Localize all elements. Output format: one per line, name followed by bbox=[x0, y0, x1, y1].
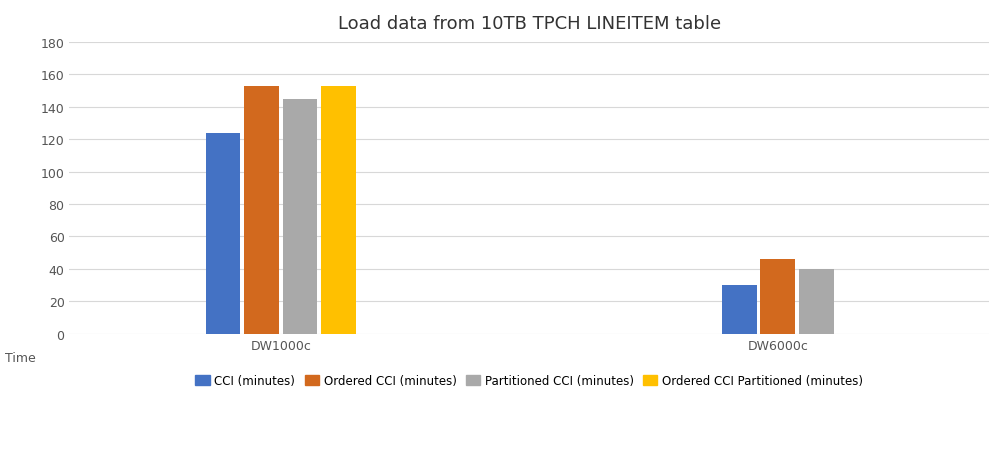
Bar bbox=[282, 99, 317, 334]
Bar bbox=[206, 133, 240, 334]
Bar bbox=[759, 259, 794, 334]
Bar bbox=[244, 87, 279, 334]
Bar bbox=[321, 87, 355, 334]
Bar bbox=[721, 285, 756, 334]
Text: Time: Time bbox=[5, 351, 36, 364]
Title: Load data from 10TB TPCH LINEITEM table: Load data from 10TB TPCH LINEITEM table bbox=[337, 15, 720, 33]
Bar bbox=[798, 269, 832, 334]
Legend: CCI (minutes), Ordered CCI (minutes), Partitioned CCI (minutes), Ordered CCI Par: CCI (minutes), Ordered CCI (minutes), Pa… bbox=[191, 370, 867, 392]
